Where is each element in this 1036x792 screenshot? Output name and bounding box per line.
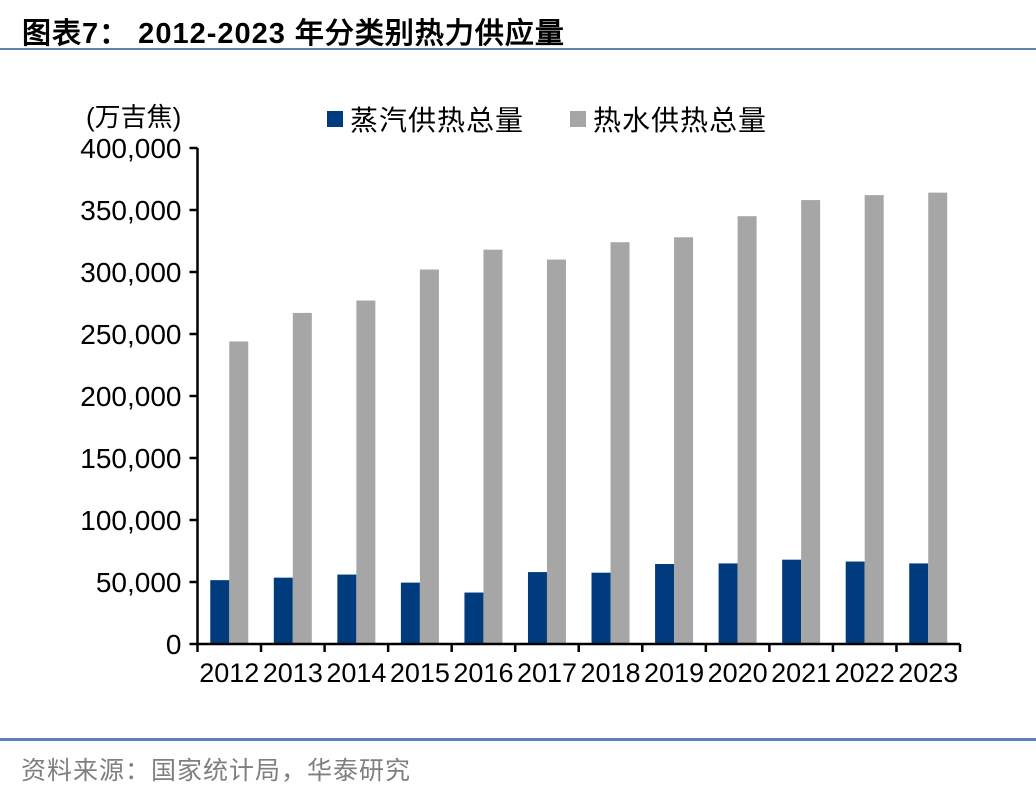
bar-steam-2021: [782, 559, 802, 644]
bar-steam-2023: [909, 563, 929, 644]
y-tick-label: 350,000: [80, 195, 181, 226]
chart-title: 图表7： 2012-2023 年分类别热力供应量: [22, 18, 565, 50]
bar-steam-2017: [527, 572, 547, 644]
bar-hot-water-2016: [483, 249, 503, 644]
x-tick-label: 2020: [708, 658, 768, 688]
title-divider: [0, 48, 1036, 50]
x-tick-label: 2012: [199, 658, 259, 688]
bar-steam-2013: [273, 577, 293, 644]
x-tick-label: 2021: [771, 658, 831, 688]
x-tick-label: 2014: [326, 658, 386, 688]
bar-steam-2012: [210, 580, 230, 644]
bar-steam-2016: [464, 592, 484, 644]
bar-hot-water-2019: [674, 237, 694, 644]
x-tick-label: 2023: [898, 658, 958, 688]
x-tick-label: 2015: [390, 658, 450, 688]
bar-steam-2020: [718, 563, 738, 644]
footer-divider: [0, 738, 1036, 741]
bar-hot-water-2021: [801, 200, 821, 644]
y-tick-label: 150,000: [80, 443, 181, 474]
y-tick-label: 400,000: [80, 133, 181, 164]
bar-hot-water-2015: [419, 269, 439, 644]
bar-hot-water-2012: [229, 341, 249, 644]
bar-hot-water-2022: [864, 195, 884, 644]
legend-swatch-hot-water: [570, 111, 587, 127]
x-tick-label: 2016: [453, 658, 513, 688]
y-tick-label: 300,000: [80, 257, 181, 288]
bar-steam-2015: [400, 582, 420, 644]
bar-hot-water-2020: [737, 216, 757, 644]
bar-steam-2022: [845, 561, 865, 644]
bar-hot-water-2014: [356, 300, 376, 644]
bar-hot-water-2017: [546, 259, 566, 644]
source-note: 资料来源：国家统计局，华泰研究: [21, 757, 412, 785]
y-axis-unit-label: (万吉焦): [86, 102, 182, 132]
bar-hot-water-2013: [292, 312, 312, 644]
x-tick-label: 2013: [263, 658, 323, 688]
bar-hot-water-2023: [928, 192, 948, 644]
bar-steam-2018: [591, 572, 611, 644]
y-tick-label: 0: [166, 629, 182, 660]
y-tick-label: 250,000: [80, 319, 181, 350]
x-tick-label: 2022: [835, 658, 895, 688]
legend-swatch-steam: [327, 111, 343, 127]
x-tick-label: 2017: [517, 658, 577, 688]
legend-label-hot-water: 热水供热总量: [593, 105, 768, 136]
bar-steam-2019: [655, 564, 675, 644]
legend-item-hot-water: 热水供热总量: [570, 99, 767, 139]
y-tick-label: 50,000: [96, 567, 182, 598]
bar-hot-water-2018: [610, 242, 630, 645]
legend-item-steam: 蒸汽供热总量: [327, 99, 524, 139]
legend: 蒸汽供热总量 热水供热总量: [327, 99, 767, 139]
x-tick-label: 2018: [580, 658, 640, 688]
y-tick-label: 100,000: [80, 505, 181, 536]
y-tick-label: 200,000: [80, 381, 181, 412]
legend-label-steam: 蒸汽供热总量: [350, 105, 525, 136]
bar-steam-2014: [337, 574, 357, 644]
x-tick-label: 2019: [644, 658, 704, 688]
